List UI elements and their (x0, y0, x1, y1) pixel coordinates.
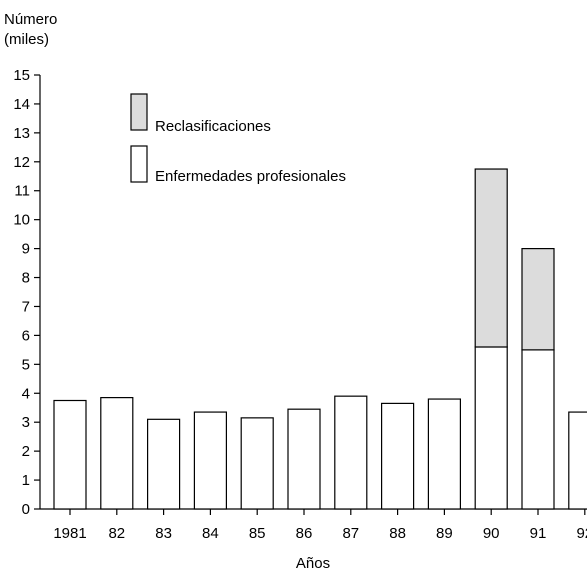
y-tick-label: 1 (22, 472, 30, 489)
bar-reclasificaciones-91 (521, 248, 555, 351)
bar-enfermedades-profesionales-82 (100, 397, 134, 510)
legend-swatch-reclasificaciones (130, 93, 148, 131)
bar-enfermedades-profesionales-83 (147, 418, 181, 510)
bar-enfermedades-profesionales-89 (427, 398, 461, 510)
y-tick-label: 10 (13, 212, 30, 229)
x-tick-label: 88 (389, 525, 406, 542)
bars (53, 168, 587, 510)
x-tick-label: 92 (576, 525, 587, 542)
x-tick-label: 84 (202, 525, 219, 542)
y-tick-label: 13 (13, 125, 30, 142)
y-axis-title: Número (miles) (4, 11, 57, 48)
y-tick-label: 0 (22, 501, 30, 518)
x-tick-label: 91 (530, 525, 547, 542)
bar-reclasificaciones-90 (474, 168, 508, 348)
y-tick-label: 9 (22, 241, 30, 258)
y-tick-label: 3 (22, 414, 30, 431)
y-tick-label: 14 (13, 96, 30, 113)
bar-enfermedades-profesionales-1981 (53, 399, 87, 510)
y-axis-title-line: Número (4, 11, 57, 28)
y-tick-label: 8 (22, 270, 30, 287)
legend-label-enfermedades-profesionales: Enfermedades profesionales (155, 168, 346, 185)
y-tick-label: 6 (22, 327, 30, 344)
legend: Reclasificaciones Enfermedades profesiona… (130, 93, 346, 185)
bar-enfermedades-profesionales-84 (193, 411, 227, 510)
y-tick-label: 7 (22, 298, 30, 315)
x-axis-title: Años (296, 555, 330, 572)
x-tick-label: 85 (249, 525, 266, 542)
y-tick-label: 15 (13, 67, 30, 84)
y-tick-label: 5 (22, 356, 30, 373)
bar-enfermedades-profesionales-90 (474, 346, 508, 510)
legend-label-reclasificaciones: Reclasificaciones (155, 118, 271, 135)
x-axis-ticks: 1981 82 83 84 85 86 87 88 89 90 91 92 (53, 509, 587, 542)
y-axis-title-line: (miles) (4, 31, 49, 48)
bar-enfermedades-profesionales-92 (568, 411, 587, 510)
bar-enfermedades-profesionales-87 (334, 395, 368, 510)
bar-enfermedades-profesionales-88 (381, 402, 415, 510)
y-tick-label: 2 (22, 443, 30, 460)
x-tick-label: 86 (296, 525, 313, 542)
legend-swatch-enfermedades-profesionales (130, 145, 148, 183)
x-tick-label: 1981 (53, 525, 86, 542)
y-tick-label: 12 (13, 154, 30, 171)
x-tick-label: 83 (155, 525, 172, 542)
bar-enfermedades-profesionales-85 (240, 417, 274, 510)
x-tick-label: 89 (436, 525, 453, 542)
x-tick-label: 87 (342, 525, 359, 542)
bar-enfermedades-profesionales-86 (287, 408, 321, 510)
x-tick-label: 90 (483, 525, 500, 542)
y-tick-label: 11 (14, 183, 30, 200)
bar-enfermedades-profesionales-91 (521, 349, 555, 510)
x-tick-label: 82 (108, 525, 125, 542)
y-tick-label: 4 (22, 385, 30, 402)
